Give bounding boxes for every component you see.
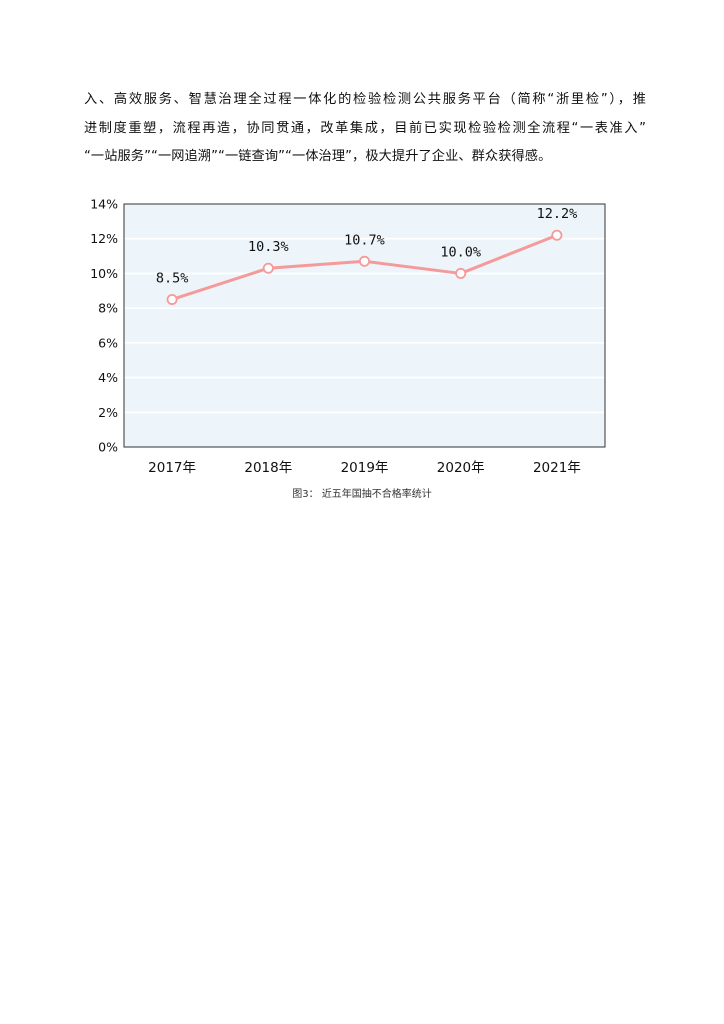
data-point (551, 229, 563, 241)
x-tick-label: 2020年 (437, 460, 485, 476)
y-tick-label: 4% (98, 370, 118, 385)
data-point (455, 267, 467, 279)
data-label: 12.2% (537, 206, 578, 222)
y-tick-label: 0% (98, 440, 118, 455)
y-tick-label: 14% (90, 197, 118, 212)
data-point (166, 293, 178, 305)
paragraph-line-1: 入、高效服务、智慧治理全过程一体化的检验检测公共服务平台（简称“浙里检”），推 (84, 92, 646, 107)
body-paragraph: 入、高效服务、智慧治理全过程一体化的检验检测公共服务平台（简称“浙里检”），推 … (84, 86, 646, 172)
plot-area (124, 204, 605, 447)
y-tick-label: 12% (90, 231, 118, 246)
x-tick-label: 2018年 (244, 460, 292, 476)
figure-caption: 图3： 近五年国抽不合格率统计 (0, 488, 724, 502)
data-point (358, 255, 370, 267)
data-point (262, 262, 274, 274)
figure-caption-text: 图3： 近五年国抽不合格率统计 (292, 489, 432, 500)
x-tick-label: 2019年 (341, 460, 389, 476)
data-label: 10.3% (248, 239, 289, 255)
data-label: 10.7% (344, 232, 385, 248)
plot-frame (123, 203, 606, 448)
y-tick-label: 10% (90, 266, 118, 281)
x-tick-label: 2021年 (533, 460, 581, 476)
data-label: 10.0% (440, 244, 481, 260)
data-label: 8.5% (156, 270, 189, 286)
paragraph-line-3: “一站服务”“一网追溯”“一链查询”“一体治理”，极大提升了企业、群众获得感。 (84, 149, 552, 164)
x-tick-label: 2017年 (148, 460, 196, 476)
y-tick-label: 6% (98, 335, 118, 350)
line-chart: 0% 2% 4% 6% 8% 10% 12% 14% 2017年 2018年 2019年 2020年 2… (90, 197, 606, 476)
paragraph-line-2: 进制度重塑，流程再造，协同贯通，改革集成，目前已实现检验检测全流程“一表准入” (84, 120, 646, 136)
y-tick-label: 2% (98, 405, 118, 420)
line-chart-figure: 0% 2% 4% 6% 8% 10% 12% 14% 2017年 2018年 2019年 2020年 2… (82, 193, 617, 488)
y-tick-label: 8% (98, 301, 118, 316)
